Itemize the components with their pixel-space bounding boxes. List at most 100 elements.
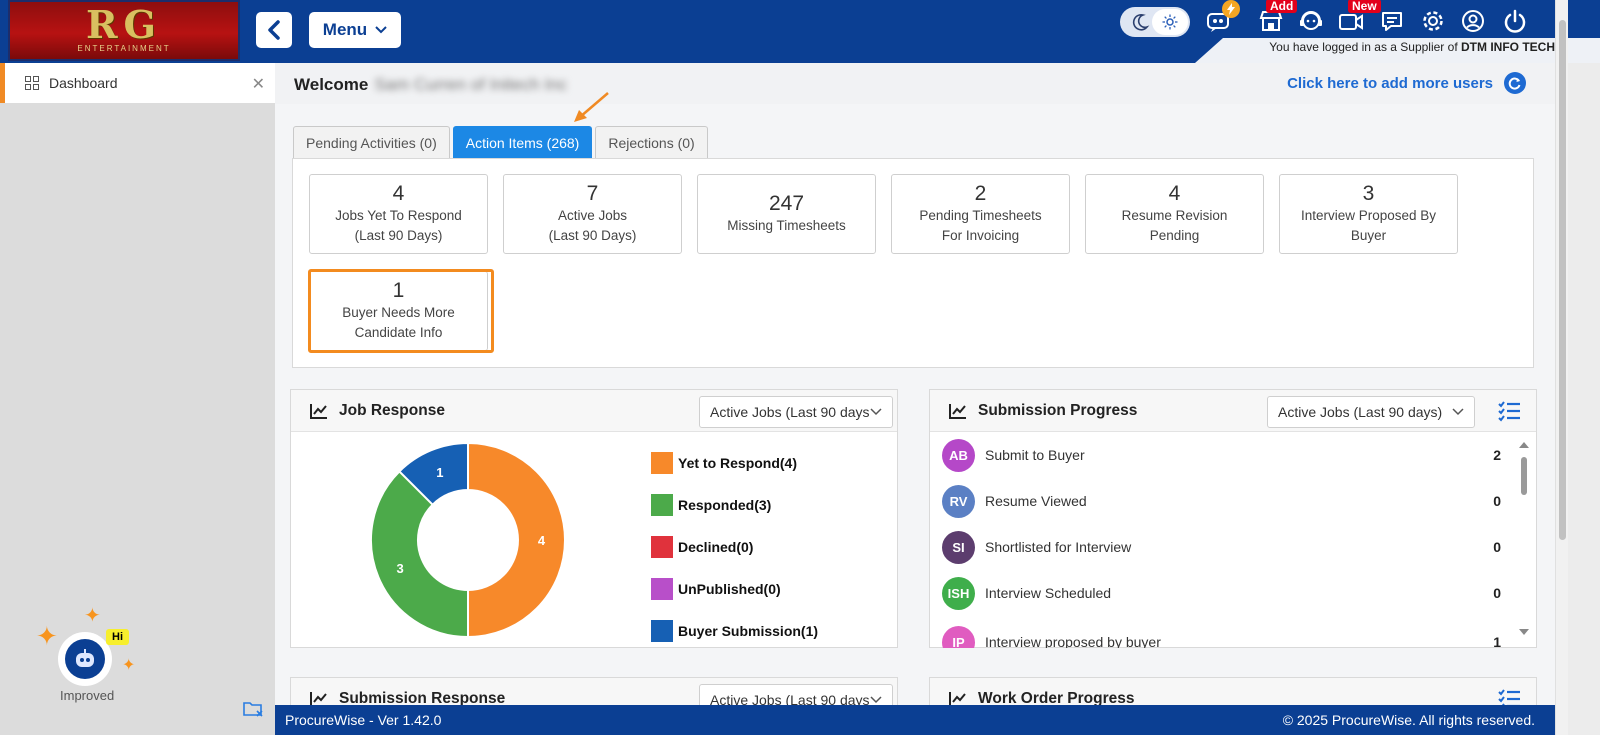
video-call-icon[interactable]: New: [1336, 0, 1381, 36]
chart-legend: Yet to Respond(4) Responded(3) Declined(…: [651, 442, 818, 652]
sidebar-tab-label: Dashboard: [49, 75, 118, 91]
sun-knob: [1152, 9, 1188, 35]
logo-text: RG: [85, 2, 163, 47]
chatbot-launcher[interactable]: ✦ ✦ ✦ Hi Improved: [36, 603, 146, 703]
chevron-down-icon: [870, 696, 882, 704]
donut-slice-responded[interactable]: [370, 469, 469, 639]
donut-slice-buyer-submission[interactable]: [397, 441, 469, 507]
refresh-icon[interactable]: [1504, 72, 1526, 94]
checklist-icon[interactable]: [1497, 688, 1521, 705]
legend-label: Buyer Submission(1): [678, 623, 819, 639]
card-pending-timesheets[interactable]: 2 Pending Timesheets For Invoicing: [891, 174, 1070, 254]
line-chart-icon: [310, 404, 327, 419]
gear-icon[interactable]: [1418, 6, 1448, 36]
submission-row[interactable]: ISH Interview Scheduled 0: [942, 570, 1501, 616]
back-button[interactable]: [256, 12, 292, 48]
card-label: Interview Proposed By: [1300, 208, 1437, 223]
card-label: Jobs Yet To Respond: [335, 208, 462, 223]
dashboard-grid-icon: [25, 76, 39, 90]
power-icon[interactable]: [1500, 6, 1530, 36]
page-scrollbar[interactable]: [1555, 0, 1568, 735]
card-label: Missing Timesheets: [727, 218, 846, 233]
scrollbar-thumb[interactable]: [1559, 20, 1566, 540]
legend-label: Yet to Respond(4): [678, 455, 798, 471]
legend-item-declined[interactable]: Declined(0): [651, 526, 818, 568]
company-logo[interactable]: RG ENTERTAINMENT: [8, 0, 240, 61]
job-response-filter-select[interactable]: Active Jobs (Last 90 days: [699, 396, 893, 428]
login-info: You have logged in as a Supplier of DTM …: [1269, 40, 1555, 54]
legend-item-unpublished[interactable]: UnPublished(0): [651, 568, 818, 610]
tab-pending-activities[interactable]: Pending Activities (0): [293, 126, 450, 159]
card-label: (Last 90 Days): [354, 228, 443, 243]
card-count: 247: [768, 192, 805, 215]
panel-header: Work Order Progress: [930, 678, 1536, 705]
status-avatar: ISH: [942, 576, 975, 610]
donut-slice-yet-to-respond[interactable]: [467, 441, 566, 639]
chevron-down-icon: [375, 26, 387, 34]
card-active-jobs[interactable]: 7 Active Jobs (Last 90 Days): [503, 174, 682, 254]
submission-row[interactable]: IP Interview proposed by buyer 1: [942, 619, 1501, 648]
sidebar: Dashboard ✕ ✦ ✦ ✦ Hi Improved: [0, 63, 275, 750]
checklist-icon[interactable]: [1497, 400, 1521, 422]
work-order-progress-panel: Work Order Progress: [929, 677, 1537, 705]
sidebar-tab-dashboard[interactable]: Dashboard ✕: [0, 63, 275, 103]
card-missing-timesheets[interactable]: 247 Missing Timesheets: [697, 174, 876, 254]
legend-item-yet-to-respond[interactable]: Yet to Respond(4): [651, 442, 818, 484]
line-chart-icon: [949, 404, 966, 419]
submission-row[interactable]: AB Submit to Buyer 2: [942, 432, 1501, 478]
card-count: 2: [974, 182, 987, 205]
support-agent-icon[interactable]: [1296, 6, 1326, 36]
legend-item-buyer-submission[interactable]: Buyer Submission(1): [651, 610, 818, 652]
status-avatar: AB: [942, 438, 975, 472]
panel-header: Submission Response Active Jobs (Last 90…: [291, 678, 897, 705]
submission-row[interactable]: RV Resume Viewed 0: [942, 478, 1501, 524]
card-count: 7: [586, 182, 599, 205]
card-interview-proposed[interactable]: 3 Interview Proposed By Buyer: [1279, 174, 1458, 254]
panel-header: Submission Progress Active Jobs (Last 90…: [930, 390, 1536, 432]
welcome-bar: Welcome Sam Curren of Initech Inc Click h…: [275, 63, 1555, 104]
chat-icon[interactable]: [1377, 6, 1407, 36]
sun-icon: [1162, 14, 1178, 30]
status-avatar: RV: [942, 484, 975, 518]
panel-title: Submission Response: [339, 690, 506, 705]
card-jobs-yet-to-respond[interactable]: 4 Jobs Yet To Respond (Last 90 Days): [309, 174, 488, 254]
card-label: Candidate Info: [354, 325, 443, 340]
select-value: Active Jobs (Last 90 days: [710, 404, 870, 420]
activity-tabs: Pending Activities (0) Action Items (268…: [293, 126, 708, 159]
submission-progress-filter-select[interactable]: Active Jobs (Last 90 days): [1267, 396, 1475, 428]
card-buyer-needs-info[interactable]: 1 Buyer Needs More Candidate Info: [309, 271, 488, 351]
submission-row-clip: IP Interview proposed by buyer 1: [930, 616, 1536, 648]
submission-response-panel: Submission Response Active Jobs (Last 90…: [290, 677, 898, 705]
line-chart-icon: [310, 692, 327, 705]
folder-close-icon[interactable]: [242, 699, 264, 724]
select-value: Active Jobs (Last 90 days: [710, 692, 870, 705]
tab-rejections[interactable]: Rejections (0): [595, 126, 708, 159]
card-count: 1: [392, 279, 405, 302]
submission-row[interactable]: SI Shortlisted for Interview 0: [942, 524, 1501, 570]
tab-action-items[interactable]: Action Items (268): [452, 126, 593, 159]
chevron-down-icon: [1452, 408, 1464, 416]
card-label: Pending Timesheets: [919, 208, 1042, 223]
theme-toggle[interactable]: [1120, 7, 1190, 37]
submission-response-filter-select[interactable]: Active Jobs (Last 90 days: [699, 684, 893, 705]
add-store-icon[interactable]: Add: [1256, 0, 1298, 36]
status-label: Resume Viewed: [985, 493, 1087, 509]
add-users-link[interactable]: Click here to add more users: [1287, 75, 1493, 92]
card-resume-revision[interactable]: 4 Resume Revision Pending: [1085, 174, 1264, 254]
legend-item-responded[interactable]: Responded(3): [651, 484, 818, 526]
card-label: Buyer Needs More: [342, 305, 455, 320]
add-badge: Add: [1266, 0, 1298, 13]
card-label: Pending: [1149, 228, 1200, 243]
ai-assistant-icon[interactable]: [1204, 0, 1240, 36]
status-count: 0: [1493, 539, 1501, 555]
menu-label: Menu: [322, 20, 368, 39]
list-scrollbar[interactable]: [1516, 440, 1532, 640]
donut-value-label: 4: [538, 533, 546, 548]
user-profile-icon[interactable]: [1458, 6, 1488, 36]
welcome-text: Welcome Sam Curren of Initech Inc: [294, 75, 567, 95]
menu-button[interactable]: Menu: [309, 12, 401, 48]
close-icon[interactable]: ✕: [251, 76, 265, 93]
sparkle-icon: ✦: [36, 621, 58, 651]
footer: ProcureWise - Ver 1.42.0 © 2025 ProcureW…: [275, 705, 1555, 735]
card-count: 3: [1362, 182, 1375, 205]
